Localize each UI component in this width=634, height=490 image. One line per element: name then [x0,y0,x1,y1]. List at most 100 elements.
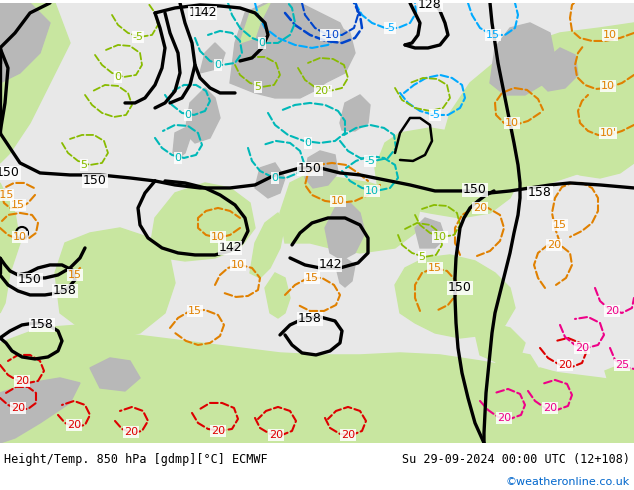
Text: -5: -5 [429,110,441,120]
Polygon shape [265,273,290,318]
Polygon shape [0,183,20,313]
Text: 20: 20 [211,426,225,436]
Polygon shape [540,48,578,91]
Text: 20: 20 [558,360,572,370]
Text: 142: 142 [193,6,217,20]
Polygon shape [0,3,70,163]
Polygon shape [585,388,625,418]
Text: 20: 20 [543,403,557,413]
Polygon shape [280,173,420,253]
Text: 10: 10 [231,260,245,270]
Text: 158: 158 [528,187,552,199]
Text: 20: 20 [124,427,138,437]
Polygon shape [325,203,365,260]
Text: 20: 20 [11,403,25,413]
Text: 15: 15 [188,306,202,316]
Text: 0: 0 [304,138,311,148]
Text: 150: 150 [298,163,322,175]
Text: -5: -5 [133,32,143,42]
Polygon shape [525,368,565,399]
Text: 20: 20 [605,306,619,316]
Text: 15: 15 [11,200,25,210]
Polygon shape [255,163,285,198]
Text: 15: 15 [428,263,442,273]
Polygon shape [230,3,350,98]
Text: 142: 142 [318,258,342,271]
Polygon shape [305,151,338,188]
Text: 128: 128 [418,0,442,11]
Text: (15: (15 [0,190,13,200]
Text: 20: 20 [473,203,487,213]
Text: 20: 20 [547,240,561,250]
Text: 150: 150 [83,174,107,188]
Text: 20: 20 [269,430,283,440]
Text: 5: 5 [418,252,425,262]
Text: 15: 15 [553,220,567,230]
Polygon shape [200,43,225,73]
Polygon shape [290,23,355,88]
Text: 20: 20 [575,343,589,353]
Text: 10: 10 [211,232,225,242]
Text: 0: 0 [115,72,122,82]
Text: 158: 158 [53,285,77,297]
Polygon shape [440,23,634,188]
Polygon shape [185,88,220,143]
Polygon shape [475,323,525,365]
Text: 5: 5 [81,160,87,170]
Polygon shape [90,358,140,391]
Text: 158: 158 [298,313,322,325]
Polygon shape [55,228,175,338]
Text: 20: 20 [341,430,355,440]
Text: 20: 20 [497,413,511,423]
Text: 150: 150 [18,273,42,287]
Polygon shape [340,95,370,131]
Text: 0: 0 [259,38,266,48]
Polygon shape [375,128,520,218]
Text: 0: 0 [214,60,221,70]
Text: 20: 20 [67,420,81,430]
Text: 142: 142 [188,6,212,20]
Text: -10: -10 [321,30,339,40]
Text: 150: 150 [463,183,487,196]
Text: ©weatheronline.co.uk: ©weatheronline.co.uk [506,477,630,487]
Text: -5: -5 [384,23,396,33]
Text: 0: 0 [174,153,181,163]
Polygon shape [335,258,355,287]
Text: 0: 0 [184,110,191,120]
Text: -5: -5 [365,156,375,166]
Text: 10: 10 [13,232,27,242]
Text: 20: 20 [15,376,29,386]
Polygon shape [173,128,190,158]
Text: 150: 150 [448,281,472,294]
Text: 150: 150 [0,167,20,179]
Text: 10: 10 [331,196,345,206]
Text: 10: 10 [601,81,615,91]
Polygon shape [588,45,634,118]
Polygon shape [605,365,634,395]
Polygon shape [490,23,555,95]
Text: 158: 158 [30,318,54,331]
Text: Su 29-09-2024 00:00 UTC (12+108): Su 29-09-2024 00:00 UTC (12+108) [402,453,630,466]
Text: 25: 25 [615,360,629,370]
Text: 5: 5 [254,82,261,92]
Text: 20': 20' [314,86,332,96]
Text: 10: 10 [365,186,379,196]
Polygon shape [555,378,590,407]
Polygon shape [240,3,270,43]
Text: 10: 10 [603,30,617,40]
Text: Height/Temp. 850 hPa [gdmp][°C] ECMWF: Height/Temp. 850 hPa [gdmp][°C] ECMWF [4,453,268,466]
Text: 15: 15 [305,273,319,283]
Polygon shape [150,183,255,261]
Text: 15: 15 [486,30,500,40]
Polygon shape [415,218,445,248]
Text: 142: 142 [218,242,242,254]
Polygon shape [0,378,80,443]
Text: 15: 15 [68,270,82,280]
Polygon shape [0,325,634,443]
Text: 0: 0 [271,173,278,183]
Text: 10: 10 [433,232,447,242]
Text: 10': 10' [599,128,616,138]
Polygon shape [250,213,285,278]
Polygon shape [395,255,515,338]
Polygon shape [545,28,634,178]
